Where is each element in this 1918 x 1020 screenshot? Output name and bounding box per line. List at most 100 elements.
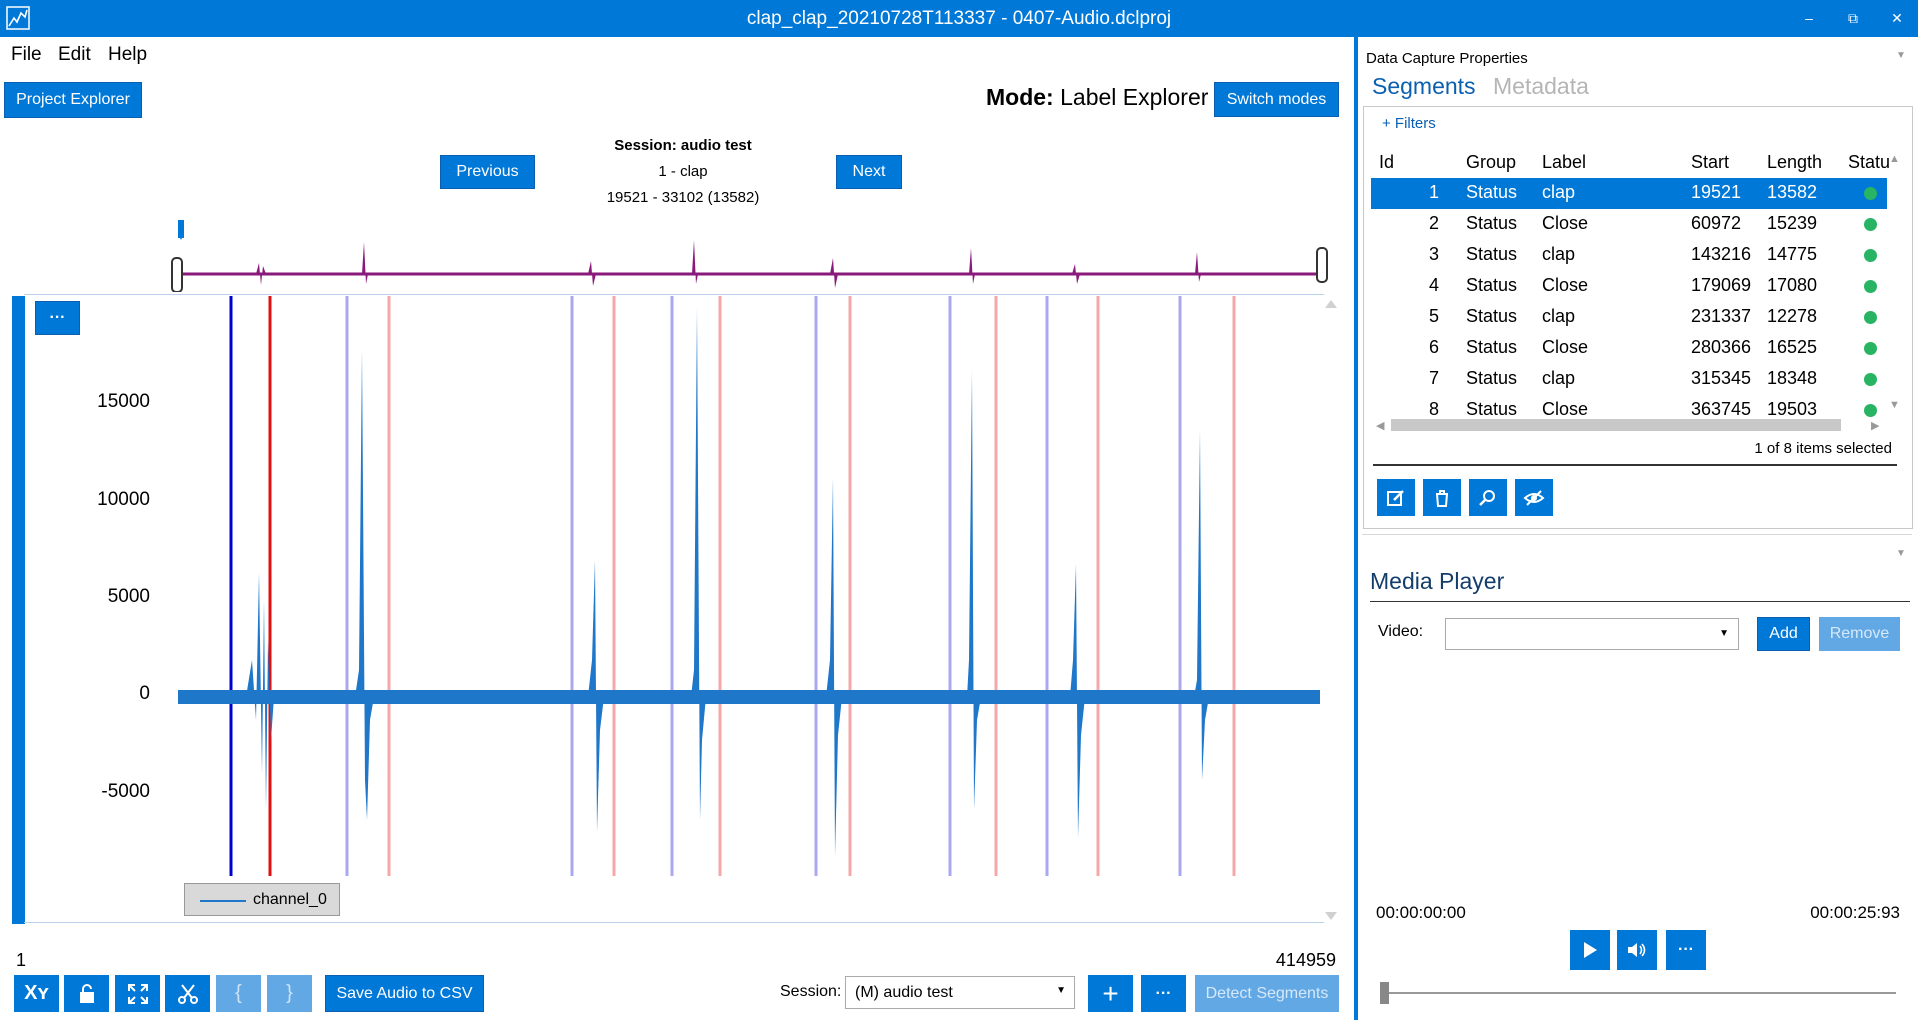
close-icon[interactable]: ✕ — [1891, 10, 1903, 26]
cell-label: clap — [1542, 244, 1576, 264]
cell-length: 18348 — [1767, 368, 1818, 388]
lock-button[interactable] — [64, 975, 109, 1012]
scroll-down-icon[interactable]: ▼ — [1889, 399, 1900, 411]
delete-segment-button[interactable] — [1423, 479, 1461, 516]
table-row[interactable]: 8 Status Close 363745 19503 — [1371, 395, 1887, 426]
cell-id: 4 — [1428, 275, 1439, 295]
zoom-segment-button[interactable] — [1469, 479, 1507, 516]
table-row[interactable]: 3 Status clap 143216 14775 — [1371, 240, 1887, 271]
cell-label: Close — [1542, 213, 1589, 233]
media-collapse-icon[interactable]: ▼ — [1896, 548, 1906, 559]
hide-segment-button[interactable] — [1515, 479, 1553, 516]
tab-segments[interactable]: Segments — [1372, 73, 1476, 99]
overview-navigator[interactable] — [160, 218, 1340, 292]
chart-more-button[interactable]: ··· — [35, 301, 80, 335]
y-tick-label: 0 — [139, 683, 150, 704]
cell-start: 315345 — [1691, 368, 1752, 388]
overview-left-handle[interactable] — [171, 257, 183, 292]
volume-icon — [1628, 943, 1646, 957]
project-explorer-button[interactable]: Project Explorer — [4, 82, 142, 118]
grid-separator — [1373, 464, 1897, 466]
chart-scroll-down-icon[interactable] — [1325, 912, 1337, 920]
cell-start: 179069 — [1691, 275, 1752, 295]
eye-slash-icon — [1523, 489, 1545, 506]
grid-horizontal-scrollbar-thumb[interactable] — [1391, 419, 1841, 431]
column-header-length[interactable]: Length — [1767, 152, 1823, 172]
grid-header: Id Group Label Start Length Statu — [1371, 148, 1891, 179]
mode-indicator: Mode: Label Explorer — [986, 84, 1208, 111]
column-header-id[interactable]: Id — [1379, 152, 1395, 172]
cell-group: Status — [1466, 275, 1518, 295]
chevron-down-icon: ▼ — [1719, 628, 1729, 639]
column-header-group[interactable]: Group — [1466, 152, 1517, 172]
status-dot-icon — [1864, 187, 1877, 200]
cell-length: 19503 — [1767, 399, 1818, 419]
filters-link[interactable]: + Filters — [1382, 115, 1436, 132]
column-header-label[interactable]: Label — [1542, 152, 1587, 172]
cell-label: Close — [1542, 399, 1589, 419]
session-more-button[interactable]: ··· — [1141, 975, 1186, 1012]
minimize-icon[interactable]: – — [1805, 10, 1813, 26]
previous-button[interactable]: Previous — [440, 155, 535, 189]
next-button[interactable]: Next — [836, 155, 902, 189]
cell-id: 6 — [1428, 337, 1439, 357]
panel-collapse-icon[interactable]: ▼ — [1896, 50, 1906, 61]
save-audio-csv-button[interactable]: Save Audio to CSV — [325, 975, 484, 1012]
grid-vertical-scrollbar[interactable]: ▲ ▼ — [1887, 153, 1901, 413]
edit-segment-button[interactable] — [1377, 479, 1415, 516]
column-header-start[interactable]: Start — [1691, 152, 1730, 172]
panel-splitter[interactable] — [1354, 37, 1358, 1020]
cell-start: 280366 — [1691, 337, 1752, 357]
segment-end-lines[interactable] — [387, 296, 1236, 876]
detect-segments-button[interactable]: Detect Segments — [1195, 975, 1339, 1012]
table-row[interactable]: 2 Status Close 60972 15239 — [1371, 209, 1887, 240]
video-select[interactable]: ▼ — [1445, 618, 1739, 650]
session-select[interactable]: (M) audio test ▼ — [845, 976, 1075, 1009]
remove-video-button[interactable]: Remove — [1819, 617, 1900, 651]
fit-view-button[interactable] — [115, 975, 160, 1012]
waveform-chart[interactable] — [0, 0, 1340, 930]
cut-button[interactable] — [165, 975, 210, 1012]
media-seek-track[interactable] — [1383, 992, 1896, 994]
add-session-button[interactable]: + — [1088, 975, 1133, 1012]
chart-scroll-up-icon[interactable] — [1325, 300, 1337, 308]
tab-metadata[interactable]: Metadata — [1493, 73, 1589, 99]
scroll-left-icon[interactable]: ◀ — [1376, 420, 1385, 432]
cell-length: 17080 — [1767, 275, 1818, 295]
scroll-right-icon[interactable]: ▶ — [1871, 420, 1880, 432]
media-separator — [1362, 534, 1912, 535]
table-row[interactable]: 1 Status clap 19521 13582 — [1371, 178, 1887, 209]
status-dot-icon — [1864, 373, 1877, 386]
table-row[interactable]: 4 Status Close 179069 17080 — [1371, 271, 1887, 302]
restore-icon[interactable]: ⧉ — [1848, 10, 1858, 26]
table-row[interactable]: 7 Status clap 315345 18348 — [1371, 364, 1887, 395]
overview-right-handle[interactable] — [1316, 247, 1328, 283]
play-button[interactable] — [1570, 930, 1610, 970]
status-dot-icon — [1864, 311, 1877, 324]
cell-label: clap — [1542, 306, 1576, 326]
overview-position-marker[interactable] — [178, 220, 184, 238]
media-seek-thumb[interactable] — [1380, 982, 1389, 1004]
close-brace-button[interactable]: } — [267, 975, 312, 1012]
cell-start: 19521 — [1691, 182, 1742, 202]
mode-value: Label Explorer — [1060, 84, 1209, 110]
menu-file[interactable]: File — [11, 44, 42, 65]
xy-button[interactable]: Xʏ — [14, 975, 59, 1012]
table-row[interactable]: 6 Status Close 280366 16525 — [1371, 333, 1887, 364]
cell-label: clap — [1542, 368, 1576, 388]
status-dot-icon — [1864, 404, 1877, 417]
column-header-status[interactable]: Statu — [1848, 152, 1891, 172]
table-row[interactable]: 5 Status clap 231337 12278 — [1371, 302, 1887, 333]
menu-help[interactable]: Help — [108, 44, 148, 65]
volume-button[interactable] — [1617, 930, 1657, 970]
add-video-button[interactable]: Add — [1757, 617, 1810, 651]
menu-edit[interactable]: Edit — [58, 44, 91, 65]
cell-length: 14775 — [1767, 244, 1818, 264]
open-brace-button[interactable]: { — [216, 975, 261, 1012]
scroll-up-icon[interactable]: ▲ — [1889, 153, 1900, 165]
switch-modes-button[interactable]: Switch modes — [1214, 82, 1339, 117]
cell-id: 8 — [1428, 399, 1439, 419]
y-tick-label: 5000 — [107, 586, 150, 607]
media-more-button[interactable]: ··· — [1666, 930, 1706, 970]
segment-start-lines[interactable] — [345, 296, 1182, 876]
